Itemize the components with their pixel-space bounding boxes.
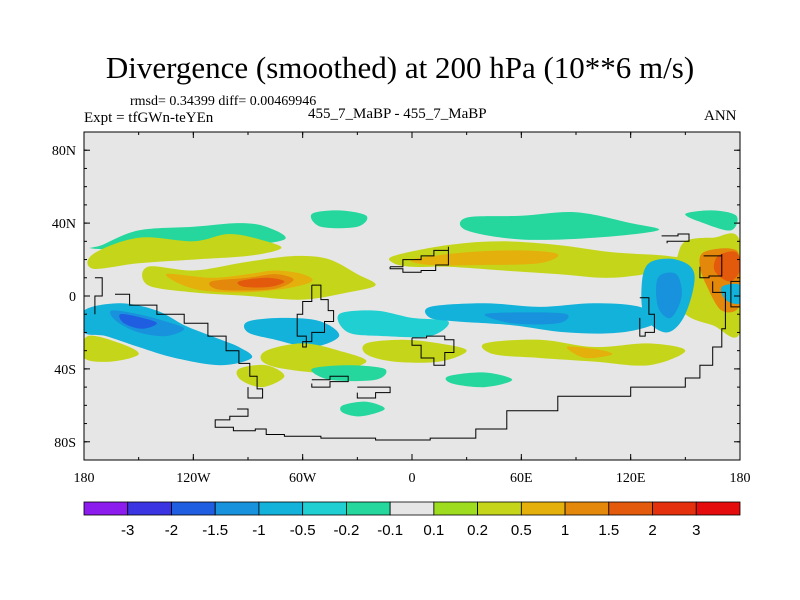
axis-ticks bbox=[83, 131, 741, 461]
coastline-1 bbox=[214, 281, 726, 441]
map-background-fill bbox=[84, 132, 740, 460]
coastline-0 bbox=[115, 293, 264, 399]
y-axis-tick-labels: 80N 40N 0 40S 80S bbox=[52, 144, 76, 451]
coastline-8 bbox=[661, 233, 690, 244]
colorbar-label: -0.2 bbox=[333, 522, 359, 539]
divergence-region-28 bbox=[566, 346, 613, 359]
divergence-region-1 bbox=[310, 210, 368, 229]
divergence-region-4 bbox=[87, 234, 282, 269]
divergence-region-13 bbox=[713, 251, 740, 282]
divergence-region-24 bbox=[84, 335, 139, 362]
colorbar-label: 3 bbox=[692, 522, 700, 539]
x-tick-label: 60E bbox=[510, 471, 533, 486]
divergence-region-31 bbox=[445, 372, 513, 388]
colorbar-swatch bbox=[127, 501, 172, 516]
coastlines bbox=[94, 233, 740, 441]
x-tick-label: 180 bbox=[74, 471, 95, 486]
colorbar-label: 0.2 bbox=[467, 522, 488, 539]
y-tick-label: 40N bbox=[52, 217, 76, 232]
colorbar bbox=[83, 501, 741, 516]
divergence-region-3 bbox=[685, 210, 738, 231]
coastline-4 bbox=[411, 335, 455, 366]
colorbar-label: 0.1 bbox=[423, 522, 444, 539]
colorbar-label: 1.5 bbox=[598, 522, 619, 539]
colorbar-label: -0.5 bbox=[290, 522, 316, 539]
coastline-10 bbox=[730, 280, 740, 315]
x-tick-label: 0 bbox=[409, 471, 416, 486]
divergence-region-8 bbox=[237, 277, 285, 288]
colorbar-swatch bbox=[520, 501, 566, 516]
x-tick-label: 60W bbox=[289, 471, 317, 486]
coastline-5 bbox=[356, 386, 391, 399]
colorbar-swatch bbox=[345, 501, 391, 516]
colorbar-labels: -3 -2 -1.5 -1 -0.5 -0.2 -0.1 0.1 0.2 0.5 1 1.5 2 3 bbox=[121, 522, 700, 539]
season-label: ANN bbox=[704, 108, 737, 124]
colorbar-label: 1 bbox=[561, 522, 569, 539]
y-tick-label: 80S bbox=[54, 436, 76, 451]
divergence-region-26 bbox=[362, 339, 467, 363]
colorbar-swatch bbox=[83, 501, 129, 516]
x-tick-label: 180 bbox=[730, 471, 751, 486]
coastline-2 bbox=[296, 284, 335, 348]
divergence-region-30 bbox=[340, 401, 385, 417]
colorbar-label: -2 bbox=[165, 522, 178, 539]
colorbar-swatch bbox=[389, 501, 435, 516]
colorbar-swatch bbox=[695, 501, 741, 516]
x-tick-label: 120W bbox=[176, 471, 211, 486]
colorbar-swatch bbox=[302, 501, 347, 516]
divergence-region-17 bbox=[243, 317, 340, 348]
chart-title: Divergence (smoothed) at 200 hPa (10**6 … bbox=[105, 50, 695, 85]
divergence-fields bbox=[84, 210, 740, 417]
colorbar-swatch bbox=[214, 501, 260, 516]
x-tick-label: 120E bbox=[616, 471, 646, 486]
colorbar-label: 2 bbox=[648, 522, 656, 539]
divergence-region-18 bbox=[337, 310, 449, 338]
y-tick-label: 0 bbox=[69, 290, 76, 305]
coastline-9 bbox=[699, 254, 723, 279]
map-background bbox=[84, 132, 740, 460]
colorbar-label: -1 bbox=[252, 522, 265, 539]
divergence-region-20 bbox=[484, 312, 569, 325]
colorbar-swatch bbox=[652, 501, 697, 516]
chart-subtitle: rmsd= 0.34399 diff= 0.00469946 bbox=[130, 94, 317, 109]
coastline-3 bbox=[389, 246, 449, 273]
coastline-11 bbox=[94, 277, 103, 315]
colorbar-swatch bbox=[433, 501, 479, 516]
y-tick-label: 40S bbox=[54, 363, 76, 378]
colorbar-swatch bbox=[608, 501, 653, 516]
colorbar-label: -1.5 bbox=[202, 522, 228, 539]
experiment-label: Expt = tfGWn-teYEn bbox=[84, 110, 214, 126]
divergence-region-2 bbox=[459, 211, 660, 240]
divergence-region-32 bbox=[236, 364, 285, 388]
divergence-region-16 bbox=[119, 314, 157, 329]
coastline-7 bbox=[639, 297, 655, 337]
x-axis-tick-labels: 180 120W 60W 0 60E 120E 180 bbox=[74, 471, 751, 486]
colorbar-swatch bbox=[258, 501, 304, 516]
divergence-region-22 bbox=[656, 272, 682, 319]
coastline-6 bbox=[311, 375, 349, 388]
colorbar-label: -0.1 bbox=[377, 522, 403, 539]
colorbar-label: -3 bbox=[121, 522, 134, 539]
colorbar-swatch bbox=[564, 501, 610, 516]
colorbar-label: 0.5 bbox=[511, 522, 532, 539]
comparison-label: 455_7_MaBP - 455_7_MaBP bbox=[308, 106, 487, 122]
colorbar-swatch bbox=[171, 501, 216, 516]
divergence-region-10 bbox=[410, 250, 559, 266]
y-tick-label: 80N bbox=[52, 144, 76, 159]
colorbar-swatch bbox=[477, 501, 522, 516]
